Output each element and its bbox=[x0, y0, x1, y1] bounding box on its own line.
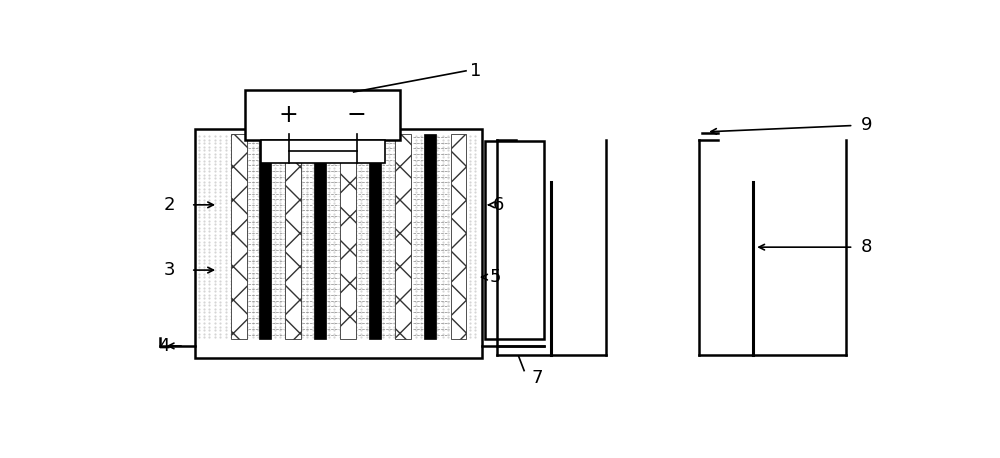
Bar bbox=[450, 134, 466, 339]
Bar bbox=[424, 134, 436, 339]
Text: −: − bbox=[347, 103, 367, 127]
Bar bbox=[231, 134, 247, 339]
Bar bbox=[195, 129, 482, 358]
Bar bbox=[285, 134, 301, 339]
Bar bbox=[395, 134, 411, 339]
Text: 7: 7 bbox=[532, 369, 543, 387]
Text: +: + bbox=[279, 103, 298, 127]
Text: 1: 1 bbox=[470, 62, 481, 80]
Text: 4: 4 bbox=[158, 337, 170, 355]
Text: 3: 3 bbox=[164, 261, 175, 279]
Text: 9: 9 bbox=[861, 116, 873, 135]
Bar bbox=[261, 140, 385, 163]
Bar bbox=[259, 134, 271, 339]
Text: 2: 2 bbox=[164, 196, 175, 214]
Text: 6: 6 bbox=[493, 196, 505, 214]
Bar bbox=[314, 134, 326, 339]
Bar bbox=[485, 142, 544, 339]
Text: 5: 5 bbox=[489, 268, 501, 286]
Bar bbox=[340, 134, 356, 339]
Bar bbox=[245, 90, 400, 140]
Bar bbox=[369, 134, 381, 339]
Text: 8: 8 bbox=[861, 238, 873, 256]
